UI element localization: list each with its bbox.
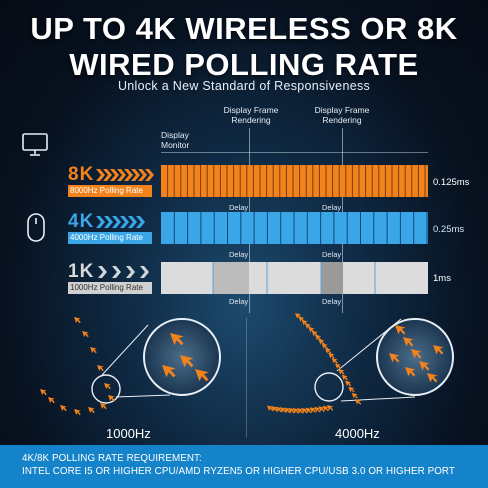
cursor-arrow-icon bbox=[318, 338, 325, 345]
cursor-arrow-icon bbox=[170, 333, 184, 346]
display-monitor-label: Display Monitor bbox=[161, 130, 189, 150]
rate-1k-mark: 1K bbox=[68, 262, 156, 282]
rate-8k-text: 8K bbox=[68, 164, 95, 185]
chevron-arrow-icon bbox=[96, 216, 146, 228]
cursor-arrow-icon bbox=[162, 365, 176, 378]
cursor-arrow-icon bbox=[315, 334, 322, 341]
cursor-arrow-icon bbox=[355, 399, 362, 405]
rate-4k-mark: 4K bbox=[68, 212, 152, 232]
cursor-arrow-icon bbox=[389, 353, 400, 363]
requirement-title: 4K/8K POLLING RATE REQUIREMENT: bbox=[22, 453, 202, 464]
label-1000hz: 1000Hz bbox=[106, 426, 151, 441]
label-4000hz: 4000Hz bbox=[335, 426, 380, 441]
rate-1k-label: 1000Hz Polling Rate bbox=[68, 282, 152, 294]
display-monitor-line1: Display bbox=[161, 130, 189, 140]
delay-1k-2: Delay bbox=[322, 297, 342, 306]
cursor-arrow-icon bbox=[395, 325, 406, 335]
cursor-arrow-icon bbox=[328, 352, 335, 359]
delay-8k-1: Delay bbox=[229, 203, 249, 212]
title-line-1: UP TO 4K WIRELESS OR 8K bbox=[30, 11, 458, 46]
rate-row-1k: 1K 1000Hz Polling Rate bbox=[68, 262, 156, 294]
rate-8k-label: 8000Hz Polling Rate bbox=[68, 185, 152, 197]
cursor-arrow-icon bbox=[351, 392, 358, 399]
chevron-arrow-icon bbox=[98, 266, 150, 278]
rate-row-8k: 8K 8000Hz Polling Rate bbox=[68, 164, 155, 197]
cursor-arrow-icon bbox=[311, 330, 318, 337]
cursor-arrow-icon bbox=[104, 383, 111, 390]
cursor-arrow-icon bbox=[403, 337, 414, 347]
cursor-arrow-icon bbox=[341, 374, 348, 381]
cursor-arrow-icon bbox=[60, 405, 67, 412]
cursor-arrow-icon bbox=[82, 331, 89, 338]
cursor-arrow-icon bbox=[180, 355, 194, 368]
time-8k: 0.125ms bbox=[433, 177, 470, 188]
cursor-arrow-icon bbox=[314, 406, 321, 413]
cursor-arrow-icon bbox=[335, 363, 342, 370]
delay-1k-1: Delay bbox=[229, 297, 249, 306]
cursor-arrow-icon bbox=[321, 343, 328, 350]
delay-4k-1: Delay bbox=[229, 250, 249, 259]
cursor-arrow-icon bbox=[301, 407, 308, 414]
bar-8k bbox=[161, 165, 428, 197]
display-monitor-line2: Monitor bbox=[161, 140, 190, 150]
bar-4k bbox=[161, 212, 428, 244]
rate-4k-text: 4K bbox=[68, 211, 95, 232]
bar-1k bbox=[161, 262, 428, 294]
delay-8k-2: Delay bbox=[322, 203, 342, 212]
cursor-arrow-icon bbox=[348, 386, 355, 393]
cursor-arrow-icon bbox=[411, 349, 422, 359]
cursor-arrow-icon bbox=[88, 407, 95, 414]
cursor-arrow-icon bbox=[309, 407, 317, 414]
rate-4k-label: 4000Hz Polling Rate bbox=[68, 232, 152, 244]
cursor-arrow-icon bbox=[267, 405, 274, 412]
requirement-detail: INTEL CORE I5 OR HIGHER CPU/AMD RYZEN5 O… bbox=[22, 466, 456, 477]
header-divider bbox=[161, 152, 428, 153]
cursor-arrow-icon bbox=[345, 380, 352, 387]
time-1k: 1ms bbox=[433, 273, 451, 284]
time-4k: 0.25ms bbox=[433, 224, 465, 235]
delay-4k-2: Delay bbox=[322, 250, 342, 259]
mouse-icon bbox=[27, 213, 45, 242]
title-line-2: WIRED POLLING RATE bbox=[69, 47, 419, 82]
cursor-arrow-icon bbox=[331, 358, 338, 364]
frame-rendering-label-2: Display Frame Rendering bbox=[306, 105, 378, 125]
cursor-arrow-icon bbox=[405, 367, 416, 377]
frame-rendering-1-line1: Display Frame bbox=[223, 105, 279, 115]
frame-rendering-1-line2: Rendering bbox=[231, 115, 271, 125]
cursor-arrow-icon bbox=[322, 405, 330, 412]
cursor-trail-4000hz bbox=[267, 313, 454, 414]
chevron-arrow-icon bbox=[96, 169, 155, 181]
cursor-arrow-icon bbox=[74, 317, 81, 324]
subtitle: Unlock a New Standard of Responsiveness bbox=[117, 79, 371, 93]
cursor-arrow-icon bbox=[195, 369, 209, 382]
rate-1k-text: 1K bbox=[68, 261, 95, 282]
monitor-icon bbox=[22, 133, 48, 156]
requirement-bar: 4K/8K POLLING RATE REQUIREMENT: INTEL CO… bbox=[0, 445, 488, 488]
cursor-arrow-icon bbox=[90, 347, 97, 354]
cursor-trail-1000hz bbox=[40, 317, 221, 416]
cursor-arrow-icon bbox=[40, 389, 47, 396]
frame-rendering-2-line1: Display Frame bbox=[314, 105, 370, 115]
frame-rendering-label-1: Display Frame Rendering bbox=[215, 105, 287, 125]
rate-row-4k: 4K 4000Hz Polling Rate bbox=[68, 212, 152, 244]
frame-rendering-2-line2: Rendering bbox=[322, 115, 362, 125]
cursor-arrow-icon bbox=[327, 405, 334, 411]
cursor-arrow-icon bbox=[433, 345, 444, 355]
cursor-arrow-icon bbox=[108, 395, 115, 402]
cursor-arrow-icon bbox=[325, 348, 332, 354]
cursor-arrow-icon bbox=[100, 403, 107, 410]
cursor-arrow-icon bbox=[419, 361, 430, 371]
cursor-arrow-icon bbox=[427, 373, 438, 383]
cursor-arrow-icon bbox=[97, 365, 104, 372]
cursor-arrow-icon bbox=[318, 406, 325, 412]
cursor-arrow-icon bbox=[48, 397, 55, 404]
cursor-arrow-icon bbox=[305, 407, 312, 414]
cursor-arrow-icon bbox=[338, 368, 345, 375]
comparison-divider bbox=[246, 318, 247, 438]
rate-8k-mark: 8K bbox=[68, 164, 155, 185]
cursor-arrow-icon bbox=[74, 409, 81, 416]
